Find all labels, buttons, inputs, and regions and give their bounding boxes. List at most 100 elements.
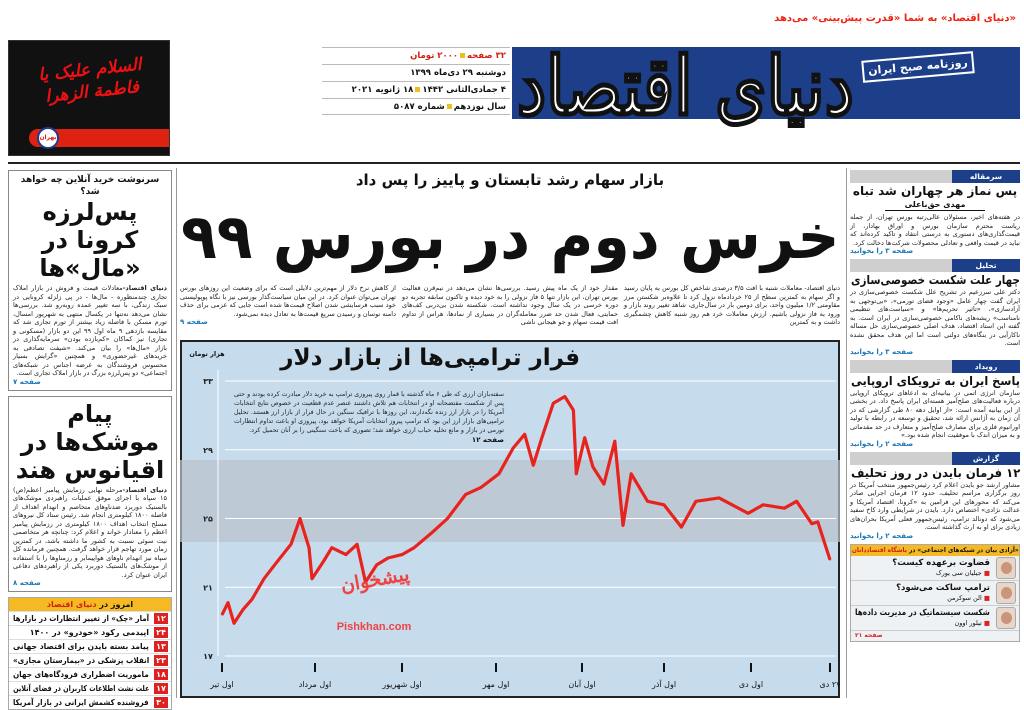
right-section[interactable]: رویداد پاسخ ایران به ترویکای اروپایی سازما… (850, 359, 1020, 449)
section-page-link[interactable]: صفحه ۲ را بخوانید (850, 439, 914, 448)
watermark-band (180, 460, 840, 542)
right-column: سرمقاله پس نماز هر چهاران شد تباه مهدی حق‌… (850, 170, 1020, 642)
data-point (233, 622, 235, 625)
data-point (242, 608, 244, 611)
club-item-title[interactable]: شکست سیستماتیک در مدیریت داده‌ها (855, 607, 990, 618)
section-body: مشاور ارشد جو بایدن اعلام کرد رئیس‌جمهور… (850, 480, 1020, 532)
data-point (747, 512, 749, 515)
club-item-text: شکست سیستماتیک در مدیریت داده‌هاتیلور او… (854, 608, 990, 628)
story-kicker: سرنوشت خرید آنلاین چه خواهد شد؟ (20, 175, 160, 197)
today-item-page: ۱۲ (154, 613, 168, 624)
data-point (401, 553, 403, 556)
data-point (446, 517, 449, 520)
section-author: مهدی حق‌باعلی (885, 199, 985, 211)
chart-y-unit: هزار تومان (189, 350, 225, 358)
story-headline[interactable]: پس‌لرزه کرونا در «مال»‌ها (39, 198, 141, 282)
section-page-link[interactable]: صفحه ۳ را بخوانید (850, 347, 914, 356)
today-item[interactable]: ۱۷ علت نشت اطلاعات کاربران در فضای آنلاین (9, 681, 171, 695)
section-headline[interactable]: پس نماز هر چهاران شد تباه (852, 184, 1018, 198)
today-item-page: ۳۰ (154, 697, 168, 708)
x-tick-label: اول مهر (482, 680, 510, 689)
data-point (375, 564, 378, 566)
club-item-title[interactable]: ترامپ ساکت می‌شود؟ (896, 582, 990, 593)
x-tick-label: اول آذر (651, 679, 676, 689)
today-item-page: ۱۳ (154, 641, 168, 652)
data-point (541, 436, 543, 439)
data-point (387, 557, 389, 559)
section-headline[interactable]: ۱۲ فرمان بایدن در روز تحلیف (850, 465, 1020, 480)
data-point (572, 409, 575, 412)
story-headline[interactable]: پیام موشک‌ها در اقیانوس هند (15, 399, 166, 484)
section-label-text: تحلیل (952, 259, 1020, 272)
data-point (512, 447, 514, 449)
data-point (718, 497, 720, 499)
chart-title: فرار ترامپی‌ها از بازار دلار (280, 345, 580, 371)
today-item[interactable]: ۱۳ پیامد بسته بایدن برای اقتصاد جهانی (9, 639, 171, 653)
club-page-link[interactable]: صفحه ۲۱ (855, 631, 883, 639)
right-section[interactable]: سرمقاله پس نماز هر چهاران شد تباه مهدی حق‌… (850, 170, 1020, 256)
data-point (646, 500, 649, 503)
data-point (251, 598, 253, 601)
section-headline[interactable]: پاسخ ایران به ترویکای اروپایی (851, 373, 1020, 388)
data-point (680, 526, 683, 528)
story-page-link[interactable]: صفحه ۷ (13, 377, 41, 386)
section-headline[interactable]: چهار علت شکست خصوصی‌سازی (851, 273, 1020, 287)
club-item[interactable]: قضاوت برعهده کیست؟جیلیان سی یورک (851, 556, 1019, 581)
club-item-author: جیلیان سی یورک (854, 569, 990, 578)
right-section[interactable]: گزارش ۱۲ فرمان بایدن در روز تحلیف مشاور ار… (850, 451, 1020, 541)
data-point (480, 486, 482, 489)
data-point (364, 581, 367, 583)
data-point (532, 464, 535, 467)
story-body: دنیای اقتصاد-معادلات قیمت و فروش در بازا… (13, 284, 167, 377)
today-item[interactable]: ۲۴ اپیدمی رکود «خودرو» در ۱۴۰۰ (9, 625, 171, 639)
story-missiles[interactable]: پیام موشک‌ها در اقیانوس هند دنیای اقتصاد… (8, 395, 172, 592)
y-tick-label: ۲۱ (203, 583, 213, 592)
chart-page-link[interactable]: صفحه ۱۲ (471, 436, 504, 444)
today-item-text: علت نشت اطلاعات کاربران در فضای آنلاین (12, 684, 149, 693)
data-point (275, 562, 277, 564)
tagline: «دنیای اقتصاد» به شما «قدرت پیش‌بینی» می… (774, 13, 1016, 24)
data-point (762, 503, 764, 506)
x-tick-label: اول مرداد (299, 680, 332, 689)
data-point (523, 433, 526, 436)
data-point (829, 558, 831, 561)
data-point (817, 521, 819, 523)
data-point (810, 522, 813, 525)
section-page-link[interactable]: صفحه ۳ را بخوانید (850, 247, 914, 255)
avatar (996, 581, 1016, 604)
club-item-author: الن سوکرمن (854, 594, 990, 603)
data-point (311, 577, 313, 580)
main-story-page-link[interactable]: صفحه ۹ (180, 318, 208, 326)
data-point (299, 517, 301, 520)
main-story-column-3: از کاهش نرخ دلار از مهم‌ترین دلایلی است … (180, 284, 396, 318)
avatar (996, 556, 1016, 579)
x-tick-label: اول آبان (568, 679, 595, 689)
header-divider (8, 162, 1020, 164)
data-point (308, 546, 310, 549)
today-item[interactable]: ۳۰ فروشنده کشمش ایرانی در بازار آمریکا (9, 695, 171, 709)
data-point (345, 553, 347, 556)
section-page-link[interactable]: صفحه ۲ را بخوانید (850, 531, 914, 540)
club-item[interactable]: ترامپ ساکت می‌شود؟الن سوکرمن (851, 581, 1019, 606)
section-body: در هفته‌های اخیر، مسئولان عالی‌رتبه بورس… (850, 213, 1020, 247)
today-item[interactable]: ۱۸ ماموریت اضطراری فرودگاه‌های جهان (9, 667, 171, 681)
club-item[interactable]: شکست سیستماتیک در مدیریت داده‌هاتیلور او… (851, 606, 1019, 631)
data-point (464, 493, 467, 496)
story-page-link[interactable]: صفحه ۸ (13, 579, 41, 587)
ad-calligraphy: السلام علیک یا فاطمة الزهرا (37, 54, 143, 107)
advertisement: السلام علیک یا فاطمة الزهرا بهران (8, 40, 170, 156)
section-label: تحلیل (850, 259, 1020, 272)
main-headline[interactable]: خرس دوم در بورس ۹۹ (181, 200, 843, 273)
x-tick-label: ۲۷ دی (820, 680, 840, 689)
y-tick-label: ۱۷ (203, 652, 213, 661)
today-item-page: ۲۴ (154, 627, 168, 638)
today-item[interactable]: ۱۲ آمار «چک» از تغییر انتظارات در بازارها (9, 611, 171, 625)
data-point (592, 466, 594, 468)
data-point (575, 473, 578, 475)
right-section[interactable]: تحلیل چهار علت شکست خصوصی‌سازی دکتر علی سر… (850, 259, 1020, 357)
section-label-text: گزارش (952, 451, 1020, 465)
today-item-text: فروشنده کشمش ایرانی در بازار آمریکا (13, 698, 149, 707)
today-item[interactable]: ۲۳ انقلاب پزشکی در «بیمارستان مجازی» (9, 653, 171, 667)
story-corona-malls[interactable]: سرنوشت خرید آنلاین چه خواهد شد؟ پس‌لرزه … (8, 170, 172, 391)
club-item-title[interactable]: قضاوت برعهده کیست؟ (892, 557, 990, 568)
